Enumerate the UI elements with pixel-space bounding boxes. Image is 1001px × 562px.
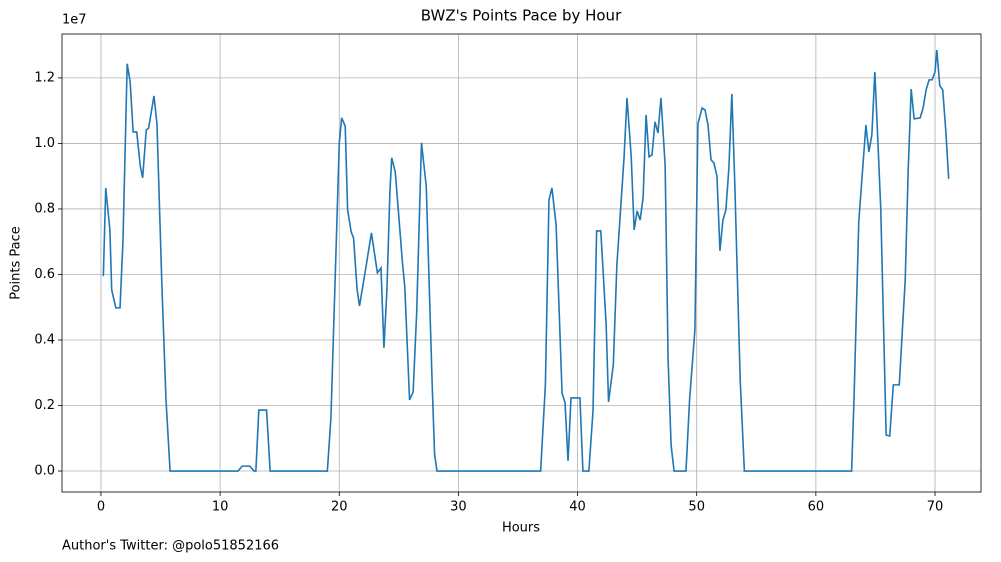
y-axis-label: Points Pace <box>9 226 24 300</box>
y-offset-label: 1e7 <box>62 13 87 28</box>
y-tick-label: 0.8 <box>34 201 55 216</box>
y-tick-label: 0.2 <box>34 398 55 413</box>
x-tick-label: 60 <box>808 500 825 515</box>
y-tick-label: 1.2 <box>34 70 55 85</box>
y-tick-label: 0.6 <box>34 267 55 282</box>
y-tick-label: 0.0 <box>34 464 55 479</box>
data-line <box>102 49 950 472</box>
x-tick-label: 10 <box>212 500 229 515</box>
x-tick-label: 20 <box>331 500 348 515</box>
y-tick-label: 1.0 <box>34 136 55 151</box>
x-tick-label: 30 <box>450 500 467 515</box>
plot-frame <box>61 33 982 493</box>
x-tick-label: 0 <box>97 500 105 515</box>
y-tick-label: 0.4 <box>34 332 55 347</box>
chart-title: BWZ's Points Pace by Hour <box>421 7 622 25</box>
x-tick-label: 40 <box>569 500 586 515</box>
x-tick-label: 70 <box>927 500 944 515</box>
footnote: Author's Twitter: @polo51852166 <box>62 539 279 554</box>
x-tick-label: 50 <box>688 500 705 515</box>
x-axis-label: Hours <box>502 521 540 536</box>
